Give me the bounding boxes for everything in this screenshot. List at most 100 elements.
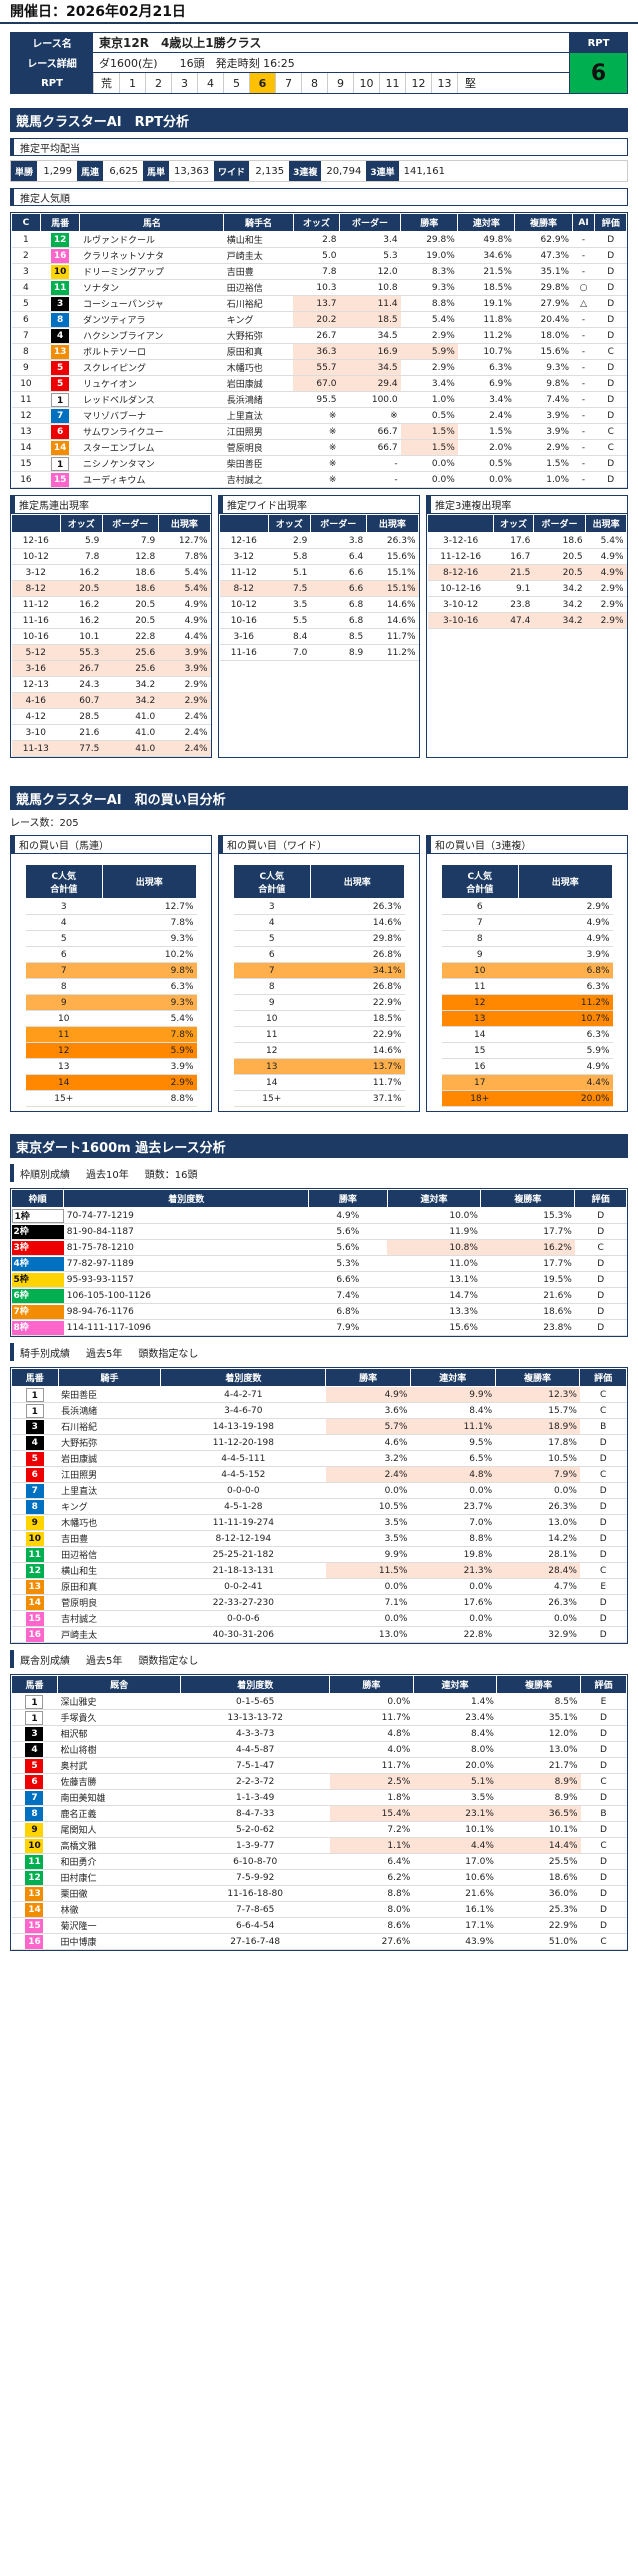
table-cell: 0.0% xyxy=(400,455,458,472)
table-cell: 18.6% xyxy=(480,1303,575,1320)
table-row: 8 キング 4-5-1-28 10.5% 23.7% 26.3% D xyxy=(11,1498,627,1515)
table-cell: コーシューパンジャ xyxy=(79,295,224,312)
table-cell: 16 xyxy=(11,1933,58,1950)
kyusha-table: 馬番 厩舎 着別度数 勝率 連対率 複勝率 評価 1 深山雅史 0-1-5-65 0.0% 1.4% 8… xyxy=(11,1675,627,1950)
table-cell: 木幡巧也 xyxy=(58,1514,161,1531)
table-row: 5 9.3% xyxy=(25,930,197,947)
table-cell: 5-2-0-62 xyxy=(180,1821,330,1838)
table-cell: D xyxy=(594,311,627,328)
table-header: 評価 xyxy=(574,1189,627,1208)
table-cell: 7 xyxy=(233,962,311,979)
table-cell: 3-16 xyxy=(11,660,61,677)
table-row: 14 2.9% xyxy=(25,1074,197,1091)
table-cell: D xyxy=(594,407,627,424)
table-row: 8 26.8% xyxy=(233,978,405,995)
table-cell: C xyxy=(594,423,627,440)
table-cell: 2.8 xyxy=(293,231,340,248)
table-cell: 14 xyxy=(11,439,41,456)
table-cell: 27.9% xyxy=(514,295,573,312)
table-cell: 6.5% xyxy=(410,1450,496,1467)
table-cell: 江田照男 xyxy=(58,1466,161,1483)
table-cell: 22.8% xyxy=(410,1626,496,1643)
waku-badge: 1 xyxy=(25,1387,44,1402)
table-cell: 81-90-84-1187 xyxy=(63,1223,309,1240)
table-header: 勝率 xyxy=(329,1675,414,1694)
table-header xyxy=(426,514,495,533)
table-cell: 2.4% xyxy=(158,708,211,725)
table-cell: 41.0 xyxy=(102,724,159,741)
waku-badge: 8 xyxy=(25,1499,44,1514)
waku-badge: 4 xyxy=(25,1742,44,1757)
table-header: 評価 xyxy=(594,213,627,232)
table-cell: 12 xyxy=(11,1869,58,1886)
table-cell: 3 xyxy=(25,898,103,915)
table-cell: 6 xyxy=(40,423,80,440)
table-row: 13 3.9% xyxy=(25,1058,197,1075)
table-cell: 11.9% xyxy=(387,1223,481,1240)
table-cell: 100.0 xyxy=(339,391,401,408)
table-cell: 22.9% xyxy=(310,1026,405,1043)
table-cell: 13.7% xyxy=(310,1058,405,1075)
table-row: 16 15 ユーディキウム 吉村誠之 ※ -0.0% 0.0% 1.0% - D xyxy=(11,471,627,488)
table-cell: 12 xyxy=(25,1042,103,1059)
table-cell: 22.8 xyxy=(102,628,159,645)
table-cell: 8.0% xyxy=(413,1741,497,1758)
sanren-title: 推定3連複出現率 xyxy=(427,496,627,514)
table-cell: 10 xyxy=(441,962,519,979)
waku-badge: 8枠 xyxy=(11,1320,64,1335)
table-cell: 7.1% xyxy=(325,1594,411,1611)
table-cell: 23.8 xyxy=(493,596,534,613)
table-cell: 8.3% xyxy=(400,263,458,280)
table-cell: 24.3 xyxy=(60,676,103,693)
table-cell: 25-25-21-182 xyxy=(160,1546,326,1563)
table-cell: 51.0% xyxy=(496,1933,581,1950)
table-cell: E xyxy=(579,1578,627,1595)
table-cell: 2.9% xyxy=(518,898,613,915)
table-cell: 34.5 xyxy=(339,327,401,344)
table-cell: 11.1% xyxy=(410,1418,496,1435)
waku-badge: 16 xyxy=(25,1627,44,1642)
rpt-scale-item: 荒 xyxy=(93,73,119,93)
table-cell: 1.5% xyxy=(457,423,515,440)
table-cell: 5.6% xyxy=(308,1223,388,1240)
table-row: 16 戸崎圭太 40-30-31-206 13.0% 22.8% 32.9% D xyxy=(11,1626,627,1643)
umaren-title: 推定馬連出現率 xyxy=(11,496,211,514)
table-cell: 手塚貴久 xyxy=(57,1709,181,1726)
table-cell: 49.8% xyxy=(457,231,515,248)
table-cell: 11 xyxy=(11,1853,58,1870)
table-cell: 17.1% xyxy=(413,1917,497,1934)
table-cell: 15+ xyxy=(25,1090,103,1107)
table-row: 4-12 28.5 41.0 2.4% xyxy=(11,708,211,725)
table-cell: 12-16 xyxy=(219,532,269,549)
table-row: 8 鹿名正義 8-4-7-33 15.4% 23.1% 36.5% B xyxy=(11,1805,627,1822)
table-cell: D xyxy=(579,1546,627,1563)
table-cell: 40-30-31-206 xyxy=(160,1626,326,1643)
table-cell: 7.9 xyxy=(102,532,159,549)
table-cell: 95.5 xyxy=(293,391,340,408)
table-cell: 17.6 xyxy=(493,532,534,549)
table-cell: 横山和生 xyxy=(58,1562,161,1579)
rpt-scale-item: 10 xyxy=(353,73,379,93)
table-cell: 14 xyxy=(40,439,80,456)
table-header xyxy=(11,514,61,533)
table-cell: 15.6% xyxy=(514,343,573,360)
table-cell: ※ xyxy=(293,439,340,456)
table-cell: 3.9% xyxy=(514,407,573,424)
table-row: 14 菅原明良 22-33-27-230 7.1% 17.6% 26.3% D xyxy=(11,1594,627,1611)
table-cell: 田辺裕信 xyxy=(58,1546,161,1563)
table-cell: 25.6 xyxy=(102,644,159,661)
table-cell: 10.0% xyxy=(387,1207,481,1224)
table-row: 12 5.9% xyxy=(25,1042,197,1059)
rpt-scale-item: 13 xyxy=(431,73,457,93)
table-cell: 8 xyxy=(25,978,103,995)
table-cell: 10.1 xyxy=(60,628,103,645)
table-cell: 3.9% xyxy=(158,644,211,661)
table-cell: 3.4% xyxy=(400,375,458,392)
table-cell: 3.5% xyxy=(413,1789,497,1806)
table-cell: 柴田善臣 xyxy=(223,455,294,472)
table-cell: 10 xyxy=(11,1837,58,1854)
table-cell: 3.4 xyxy=(339,231,401,248)
table-cell: 4 xyxy=(11,1434,59,1451)
waku-title-text: 枠順別成績 xyxy=(20,1169,70,1181)
table-row: 4 大野拓弥 11-12-20-198 4.6% 9.5% 17.8% D xyxy=(11,1434,627,1451)
